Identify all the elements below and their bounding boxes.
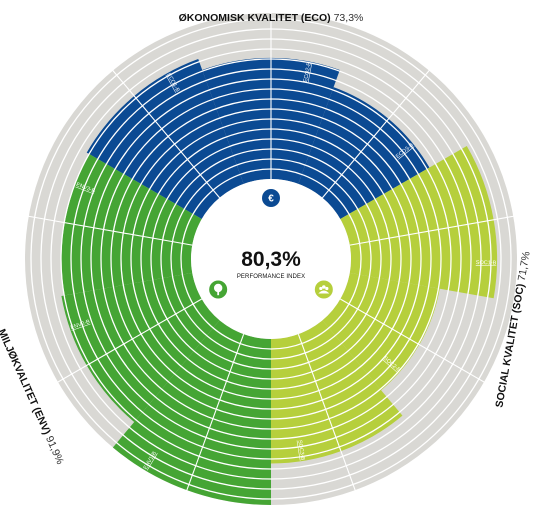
euro-icon: € [262, 189, 280, 207]
people-icon [314, 280, 333, 299]
bar-eco3-b [298, 87, 430, 220]
center-value: 80,3% [241, 248, 301, 271]
section-name: ØKONOMISK KVALITET (ECO) [179, 12, 334, 24]
section-percent: 73,3% [334, 12, 364, 24]
subsection-divider [349, 215, 515, 246]
tree-icon [209, 280, 228, 299]
section-title-eco: ØKONOMISK KVALITET (ECO) 73,3% [179, 12, 364, 24]
bar-env2-b [61, 272, 220, 423]
bar-soc1-b [340, 145, 498, 299]
subsection-divider [186, 333, 245, 492]
subsection-divider [322, 69, 431, 199]
bar-env3-b [61, 154, 202, 296]
subsection-divider [111, 69, 220, 199]
center-hub: 80,3% PERFORMANCE INDEX [191, 179, 351, 339]
subsection-divider [340, 298, 486, 383]
bar-soc2-b [322, 272, 440, 391]
section-percent: 91,9% [43, 434, 66, 466]
subsection-divider [297, 333, 356, 492]
subsection-label-soc1-b: SOC1-B [476, 260, 497, 266]
center-label: PERFORMANCE INDEX [237, 274, 305, 280]
subsection-divider [27, 215, 193, 246]
section-percent: 71,7% [516, 250, 533, 281]
subsection-label-eco2-b: ECO2-B [303, 61, 313, 83]
subsection-divider [56, 298, 202, 383]
center-circle [191, 179, 351, 339]
section-icons: € [209, 189, 333, 299]
bar-soc3-b [271, 320, 403, 464]
svg-text:€: € [268, 194, 274, 205]
subsection-label-soc3-b: SOC3-B [296, 440, 305, 461]
